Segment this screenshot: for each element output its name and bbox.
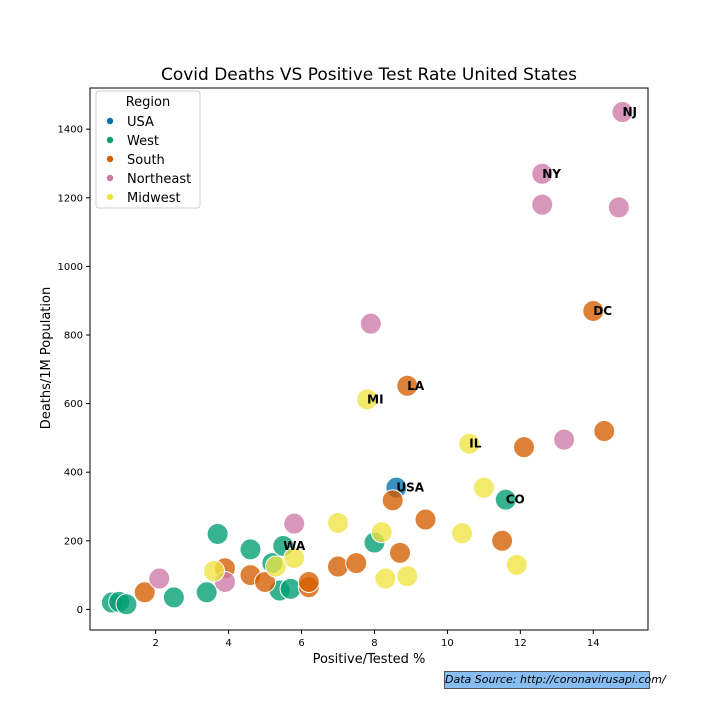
data-point-south-3 [254, 570, 277, 593]
legend-title: Region [126, 95, 171, 110]
data-point-south-5 [297, 570, 320, 593]
y-tick-label-1: 200 [64, 536, 83, 547]
data-point-west-6 [239, 538, 262, 561]
y-tick-label-7: 1400 [58, 125, 83, 136]
point-label-co: CO [506, 493, 525, 507]
data-point-midwest-6 [374, 567, 397, 590]
point-label-il: IL [469, 437, 481, 451]
data-point-midwest-4 [356, 388, 379, 411]
y-tick-label-2: 400 [64, 468, 83, 479]
x-tick-label-0: 2 [152, 638, 158, 649]
legend-marker-northeast [106, 174, 114, 182]
plot-frame [89, 87, 649, 631]
data-point-northeast-0 [148, 567, 171, 590]
data-point-south-8 [381, 489, 404, 512]
x-tick-label-4: 10 [441, 638, 454, 649]
data-point-west-2 [115, 593, 138, 616]
data-source-note: Data Source: http://coronavirusapi.com/ [444, 671, 666, 689]
points-layer [100, 101, 634, 616]
legend-label-northeast: Northeast [127, 172, 191, 187]
chart-title: Covid Deaths VS Positive Test Rate Unite… [161, 65, 577, 85]
data-point-west-3 [162, 586, 185, 609]
data-point-midwest-3 [327, 511, 349, 534]
y-tick-label-4: 800 [64, 330, 83, 341]
y-tick-label-6: 1200 [58, 193, 83, 204]
point-labels-layer: USA WA CO LA DC NY NJ MI IL [283, 105, 637, 553]
data-point-south-12 [491, 529, 514, 552]
data-point-midwest-2 [283, 546, 306, 569]
x-tick-label-2: 6 [298, 638, 304, 649]
x-axis-label: Positive/Tested % [313, 652, 426, 667]
data-point-south-11 [414, 508, 437, 531]
data-point-south-7 [345, 552, 368, 575]
legend-marker-usa [106, 117, 114, 125]
data-point-midwest-5 [370, 521, 393, 544]
data-point-midwest-8 [451, 522, 473, 545]
point-label-ny: NY [542, 167, 561, 181]
data-point-south-0 [133, 581, 156, 604]
x-tick-label-5: 12 [514, 638, 527, 649]
legend-marker-west [106, 136, 114, 144]
data-point-northeast-8 [611, 101, 634, 124]
legend-label-west: West [127, 134, 159, 149]
point-label-mi: MI [367, 392, 383, 406]
data-point-midwest-11 [505, 553, 528, 576]
data-point-midwest-10 [472, 476, 495, 499]
data-point-midwest-0 [203, 559, 225, 582]
data-point-northeast-6 [553, 428, 576, 451]
legend-box [95, 90, 201, 209]
data-point-midwest-1 [265, 555, 287, 578]
legend-label-midwest: Midwest [127, 191, 181, 206]
y-tick-label-0: 0 [77, 605, 83, 616]
y-tick-label-5: 1000 [58, 262, 83, 273]
data-point-midwest-9 [458, 432, 481, 455]
legend-marker-south [106, 155, 114, 163]
data-point-northeast-7 [607, 196, 630, 219]
data-point-south-15 [593, 420, 616, 443]
data-point-northeast-2 [283, 512, 306, 535]
y-tick-label-3: 600 [64, 399, 83, 410]
x-tick-label-1: 4 [225, 638, 231, 649]
data-point-west-4 [195, 581, 218, 604]
legend: Region USA West South Northeast Midwest [95, 90, 201, 209]
axes-layer: 2 4 6 8 10 12 14 0 200 400 600 800 1000 1200 1400 [58, 87, 649, 649]
data-point-south-14 [582, 299, 605, 322]
data-point-west-12 [494, 488, 517, 511]
data-point-south-13 [513, 436, 535, 459]
data-point-northeast-4 [531, 162, 554, 185]
point-label-usa: USA [396, 481, 424, 495]
data-point-west-5 [206, 522, 229, 545]
x-tick-label-3: 8 [371, 638, 377, 649]
point-label-wa: WA [283, 539, 306, 553]
data-point-south-6 [327, 555, 349, 578]
point-label-nj: NJ [622, 105, 637, 119]
legend-label-south: South [127, 153, 165, 168]
data-point-south-9 [389, 541, 411, 564]
x-tick-label-6: 14 [587, 638, 600, 649]
data-point-south-10 [396, 374, 419, 397]
legend-label-usa: USA [127, 115, 154, 130]
point-label-dc: DC [593, 304, 612, 318]
data-point-midwest-7 [396, 565, 419, 588]
legend-marker-midwest [106, 193, 114, 201]
data-point-northeast-3 [359, 312, 382, 335]
y-axis-label: Deaths/1M Population [39, 287, 54, 429]
data-point-northeast-5 [531, 193, 554, 216]
point-label-la: LA [407, 379, 425, 393]
